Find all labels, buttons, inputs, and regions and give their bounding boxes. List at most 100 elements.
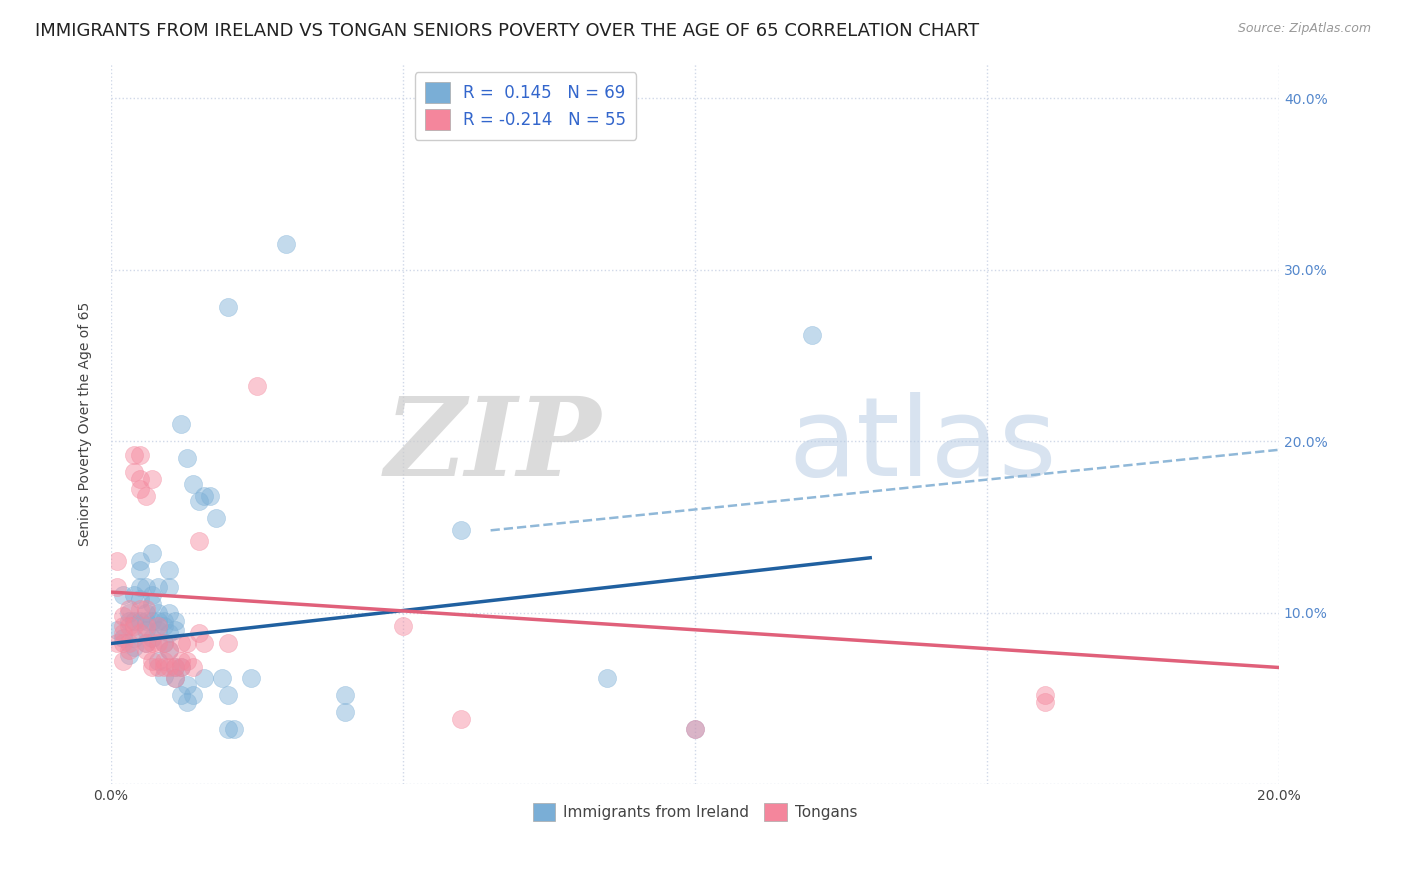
Point	[683, 722, 706, 736]
Point	[141, 597, 163, 611]
Point	[146, 606, 169, 620]
Point	[170, 654, 193, 668]
Point	[141, 546, 163, 560]
Point	[117, 648, 139, 663]
Point	[181, 688, 204, 702]
Point	[111, 619, 134, 633]
Point	[124, 589, 146, 603]
Point	[170, 636, 193, 650]
Point	[176, 636, 198, 650]
Point	[105, 580, 128, 594]
Point	[129, 614, 152, 628]
Point	[141, 654, 163, 668]
Point	[187, 626, 209, 640]
Point	[117, 643, 139, 657]
Point	[129, 602, 152, 616]
Point	[176, 451, 198, 466]
Point	[135, 580, 157, 594]
Point	[117, 606, 139, 620]
Point	[141, 472, 163, 486]
Point	[146, 636, 169, 650]
Point	[146, 619, 169, 633]
Point	[800, 327, 823, 342]
Point	[152, 614, 174, 628]
Legend: Immigrants from Ireland, Tongans: Immigrants from Ireland, Tongans	[523, 794, 866, 830]
Point	[193, 636, 215, 650]
Y-axis label: Seniors Poverty Over the Age of 65: Seniors Poverty Over the Age of 65	[79, 301, 93, 546]
Point	[135, 623, 157, 637]
Point	[240, 671, 263, 685]
Point	[217, 688, 239, 702]
Text: atlas: atlas	[789, 392, 1057, 500]
Point	[111, 609, 134, 624]
Point	[165, 660, 187, 674]
Point	[152, 636, 174, 650]
Text: ZIP: ZIP	[385, 392, 602, 500]
Point	[129, 591, 152, 606]
Point	[152, 654, 174, 668]
Point	[111, 632, 134, 646]
Point	[146, 654, 169, 668]
Point	[170, 660, 193, 674]
Point	[157, 643, 180, 657]
Point	[135, 606, 157, 620]
Point	[111, 589, 134, 603]
Point	[170, 417, 193, 431]
Point	[276, 237, 298, 252]
Point	[135, 602, 157, 616]
Point	[170, 688, 193, 702]
Point	[246, 379, 269, 393]
Point	[135, 489, 157, 503]
Point	[222, 722, 245, 736]
Point	[135, 636, 157, 650]
Point	[193, 671, 215, 685]
Point	[105, 636, 128, 650]
Point	[129, 482, 152, 496]
Point	[217, 722, 239, 736]
Point	[165, 660, 187, 674]
Point	[124, 640, 146, 654]
Point	[333, 688, 356, 702]
Point	[450, 524, 472, 538]
Point	[187, 494, 209, 508]
Point	[187, 533, 209, 548]
Point	[146, 614, 169, 628]
Point	[124, 619, 146, 633]
Point	[157, 563, 180, 577]
Point	[152, 669, 174, 683]
Point	[135, 643, 157, 657]
Point	[152, 619, 174, 633]
Point	[124, 632, 146, 646]
Point	[165, 623, 187, 637]
Point	[176, 678, 198, 692]
Point	[124, 448, 146, 462]
Point	[157, 643, 180, 657]
Text: IMMIGRANTS FROM IRELAND VS TONGAN SENIORS POVERTY OVER THE AGE OF 65 CORRELATION: IMMIGRANTS FROM IRELAND VS TONGAN SENIOR…	[35, 22, 979, 40]
Point	[117, 619, 139, 633]
Point	[129, 472, 152, 486]
Point	[117, 614, 139, 628]
Point	[135, 614, 157, 628]
Point	[146, 580, 169, 594]
Point	[129, 448, 152, 462]
Point	[105, 554, 128, 568]
Point	[146, 660, 169, 674]
Point	[129, 563, 152, 577]
Point	[165, 671, 187, 685]
Point	[181, 477, 204, 491]
Point	[170, 660, 193, 674]
Point	[124, 465, 146, 479]
Point	[165, 671, 187, 685]
Point	[152, 660, 174, 674]
Point	[141, 632, 163, 646]
Point	[152, 636, 174, 650]
Point	[165, 614, 187, 628]
Point	[1035, 695, 1057, 709]
Point	[200, 489, 222, 503]
Point	[157, 626, 180, 640]
Point	[129, 580, 152, 594]
Point	[135, 636, 157, 650]
Point	[117, 636, 139, 650]
Point	[176, 654, 198, 668]
Point	[111, 654, 134, 668]
